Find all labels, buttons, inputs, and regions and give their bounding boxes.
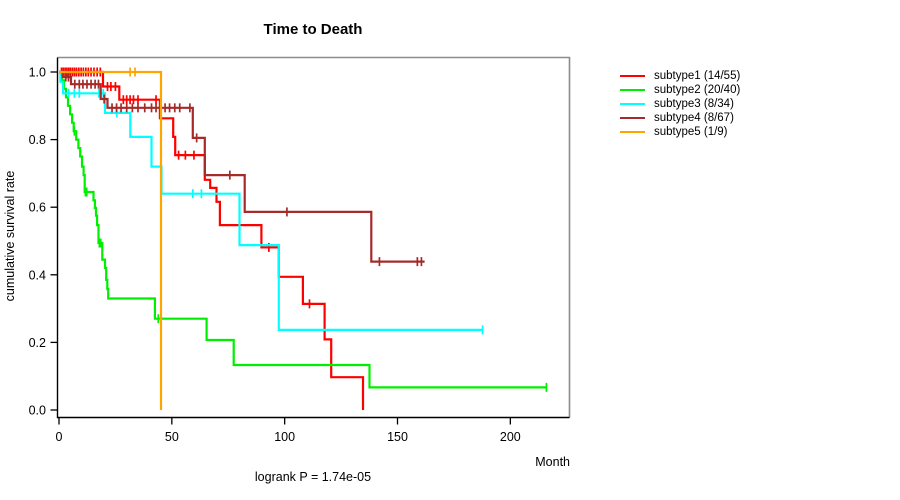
- x-axis-label: Month: [535, 455, 570, 469]
- legend-line-subtype2: [620, 88, 645, 92]
- legend-line-subtype4: [620, 116, 645, 120]
- series-curve-subtype4: [59, 70, 425, 263]
- y-tick-label: 0.0: [29, 404, 46, 418]
- y-tick-label: 0.6: [29, 201, 46, 215]
- legend-label-subtype4: subtype4 (8/67): [654, 112, 734, 124]
- plot-frame-left-bottom: [56, 57, 570, 419]
- y-tick-label: 0.4: [29, 268, 46, 282]
- legend-label-subtype3: subtype3 (8/34): [654, 98, 734, 110]
- x-tick-label: 50: [165, 430, 179, 444]
- y-tick-label: 0.2: [29, 336, 46, 350]
- legend-item-subtype1: subtype1 (14/55): [620, 69, 740, 83]
- x-tick-label: 150: [387, 430, 408, 444]
- x-tick-label: 100: [274, 430, 295, 444]
- legend-line-subtype1: [620, 74, 645, 78]
- legend-label-subtype2: subtype2 (20/40): [654, 84, 741, 96]
- chart-title: Time to Death: [263, 21, 363, 38]
- legend-label-subtype5: subtype5 (1/9): [654, 126, 728, 138]
- plot-frame-top-right: [57, 56, 571, 418]
- logrank-pvalue-text: logrank P = 1.74e-05: [254, 470, 372, 484]
- y-tick-label: 1.0: [29, 66, 46, 80]
- legend-label-subtype1: subtype1 (14/55): [654, 70, 741, 82]
- legend-item-subtype2: subtype2 (20/40): [620, 83, 740, 97]
- x-tick-label: 200: [500, 430, 521, 444]
- series-curve-subtype3: [59, 70, 483, 331]
- series-curve-subtype5: [59, 70, 163, 410]
- legend-item-subtype5: subtype5 (1/9): [620, 125, 740, 139]
- legend-line-subtype3: [620, 102, 645, 106]
- y-tick-label: 0.8: [29, 133, 46, 147]
- legend-item-subtype4: subtype4 (8/67): [620, 111, 740, 125]
- series-curve-subtype1: [59, 70, 365, 410]
- legend-line-subtype5: [620, 130, 645, 134]
- x-tick-label: 0: [56, 430, 63, 444]
- legend-item-subtype3: subtype3 (8/34): [620, 97, 740, 111]
- series-curve-subtype2: [59, 70, 547, 389]
- legend: subtype1 (14/55) subtype2 (20/40) subtype3…: [620, 69, 740, 139]
